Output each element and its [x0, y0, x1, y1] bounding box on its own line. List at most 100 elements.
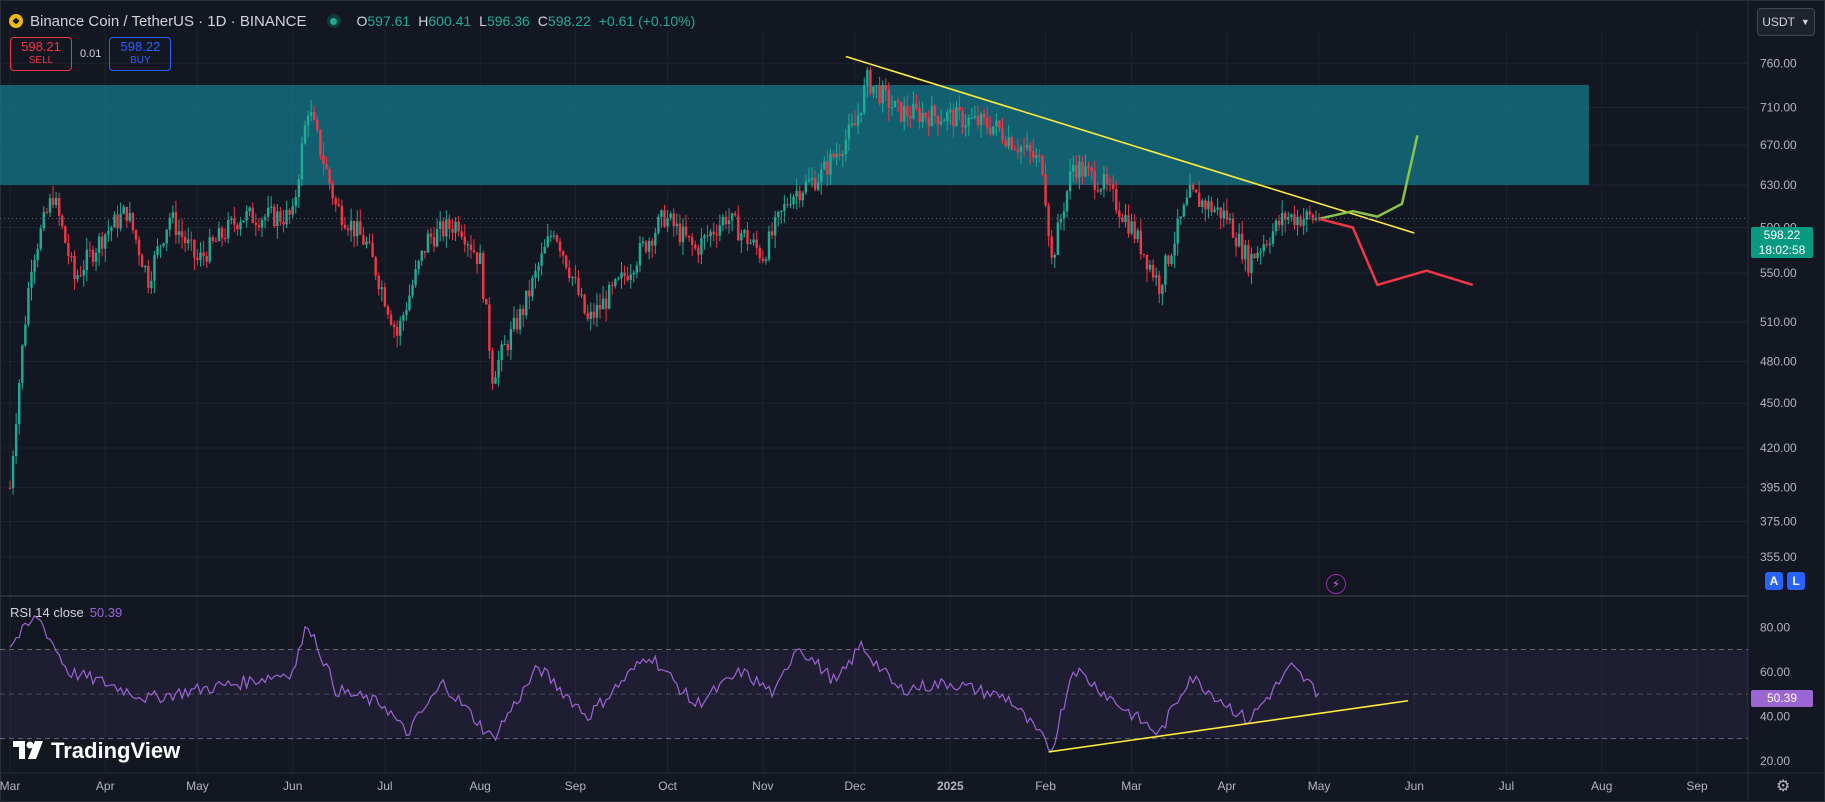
- candle-body: [1081, 161, 1084, 177]
- rsi-tick-label: 40.00: [1760, 709, 1790, 723]
- candle-body: [1290, 214, 1293, 217]
- rsi-tag-value: 50.39: [1766, 691, 1798, 705]
- candle-body: [119, 213, 122, 229]
- candle-body: [727, 220, 731, 225]
- candle-body: [1197, 192, 1201, 207]
- candle-body: [909, 116, 912, 119]
- candle-body: [681, 226, 685, 243]
- candle-body: [1032, 151, 1035, 158]
- currency-select[interactable]: USDT ▼: [1757, 8, 1815, 36]
- candle-body: [899, 102, 903, 122]
- candle-body: [39, 228, 42, 249]
- candle-body: [503, 344, 506, 346]
- candle-body: [786, 204, 789, 206]
- tradingview-logo-icon: [13, 741, 43, 759]
- symbol-title[interactable]: Binance Coin / TetherUS · 1D · BINANCE: [30, 12, 307, 30]
- candle-body: [973, 115, 977, 118]
- candle-body: [371, 242, 374, 258]
- gear-icon[interactable]: ⚙: [1776, 778, 1791, 795]
- candle-body: [924, 113, 927, 118]
- candle-body: [368, 241, 371, 243]
- buy-price: 598.22: [120, 39, 161, 54]
- candle-body: [137, 239, 141, 256]
- candle-body: [36, 248, 39, 261]
- candle-body: [208, 237, 211, 262]
- candle-body: [226, 219, 230, 239]
- candle-body: [408, 295, 411, 311]
- x-tick-label: Mar: [1121, 779, 1142, 793]
- candle-body: [1296, 216, 1299, 226]
- candle-body: [773, 217, 777, 236]
- candle-body: [592, 311, 596, 318]
- candle-body: [795, 190, 798, 197]
- rsi-tick-label: 80.00: [1760, 620, 1790, 634]
- candle-body: [927, 117, 930, 126]
- candle-body: [690, 237, 694, 245]
- candle-body: [150, 280, 153, 288]
- candle-body: [279, 211, 282, 222]
- rsi-legend[interactable]: RSI 14 close 50.39: [10, 605, 122, 620]
- candle-body: [356, 221, 359, 237]
- candle-body: [595, 304, 599, 318]
- candle-body: [660, 210, 663, 217]
- candle-body: [1164, 255, 1167, 285]
- candle-body: [48, 198, 52, 213]
- candle-body: [844, 139, 848, 155]
- candle-body: [737, 215, 740, 241]
- chevron-down-icon: ▼: [1800, 17, 1810, 27]
- candle-body: [1118, 210, 1121, 218]
- candle-body: [798, 190, 801, 201]
- buy-button[interactable]: 598.22 BUY: [109, 37, 172, 71]
- candle-body: [512, 317, 516, 330]
- candle-body: [230, 218, 233, 220]
- candle-body: [319, 129, 322, 156]
- market-open-icon: [326, 14, 341, 28]
- candle-body: [887, 90, 891, 109]
- candle-body: [1170, 255, 1173, 264]
- candle-body: [417, 260, 420, 270]
- candle-body: [537, 265, 540, 271]
- candle-body: [190, 239, 193, 241]
- candle-body: [91, 249, 95, 262]
- candle-body: [276, 211, 279, 227]
- rsi-trendline: [1048, 699, 1409, 753]
- candle-body: [70, 255, 73, 257]
- candle-body: [654, 232, 657, 246]
- candle-body: [402, 315, 405, 321]
- candle-body: [1035, 155, 1038, 158]
- lightning-icon[interactable]: ⚡: [1326, 574, 1346, 594]
- candle-body: [589, 311, 592, 319]
- candle-body: [273, 206, 276, 227]
- candle-body: [1096, 189, 1099, 192]
- candle-body: [869, 70, 872, 94]
- candle-body: [497, 359, 500, 378]
- y-tick-label: 450.00: [1760, 396, 1797, 410]
- candle-body: [1176, 218, 1179, 244]
- candle-body: [678, 223, 682, 243]
- candle-body: [1219, 207, 1222, 219]
- candle-body: [144, 266, 147, 268]
- candle-body: [251, 207, 254, 223]
- candle-body: [1271, 231, 1275, 244]
- auto-scale-button[interactable]: A: [1765, 572, 1783, 590]
- candle-body: [42, 211, 46, 229]
- log-scale-button[interactable]: L: [1787, 572, 1805, 590]
- candle-body: [1277, 220, 1281, 226]
- candle-body: [349, 220, 353, 231]
- sell-button[interactable]: 598.21 SELL: [10, 37, 72, 71]
- candle-body: [168, 217, 171, 230]
- x-tick-label: Jul: [1499, 779, 1514, 793]
- candle-body: [442, 221, 445, 237]
- candle-body: [629, 274, 632, 280]
- candle-body: [1265, 244, 1268, 246]
- bearish-projection: [1318, 217, 1474, 287]
- candle-body: [641, 241, 645, 244]
- candle-body: [1225, 210, 1229, 220]
- low-value: 596.36: [486, 13, 530, 29]
- candle-body: [838, 153, 841, 156]
- candle-body: [638, 243, 642, 266]
- x-tick-label: Sep: [1686, 779, 1708, 793]
- candle-body: [1210, 201, 1213, 213]
- candle-body: [485, 298, 488, 305]
